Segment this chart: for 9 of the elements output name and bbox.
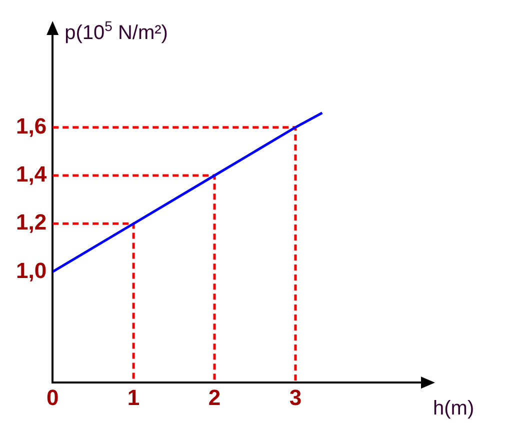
y-tick-label: 1,6 <box>16 113 47 138</box>
y-tick-label: 1,0 <box>16 258 47 283</box>
x-tick-label: 3 <box>289 384 302 410</box>
x-tick-label: 2 <box>208 384 221 410</box>
x-tick-label: 0 <box>46 384 59 410</box>
y-tick-label: 1,2 <box>16 210 47 235</box>
y-tick-label: 1,4 <box>16 162 48 187</box>
x-tick-label: 1 <box>127 384 140 410</box>
x-axis-title: h(m) <box>433 398 474 420</box>
